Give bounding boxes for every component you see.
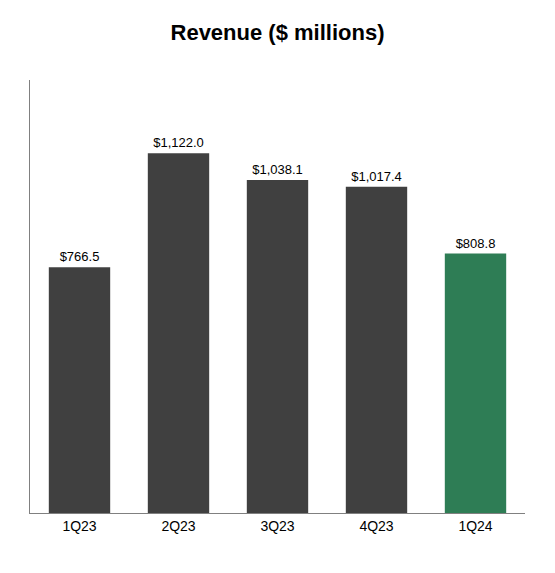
svg-text:$1,017.4: $1,017.4 (351, 169, 402, 184)
svg-text:1Q24: 1Q24 (458, 518, 492, 534)
svg-text:2Q23: 2Q23 (161, 518, 195, 534)
svg-text:3Q23: 3Q23 (260, 518, 294, 534)
svg-text:$1,122.0: $1,122.0 (153, 135, 204, 150)
svg-text:$766.5: $766.5 (60, 249, 100, 264)
svg-text:1Q23: 1Q23 (62, 518, 96, 534)
svg-text:$808.8: $808.8 (456, 236, 496, 251)
svg-text:Revenue ($ millions): Revenue ($ millions) (171, 20, 385, 45)
svg-text:$1,038.1: $1,038.1 (252, 162, 303, 177)
svg-text:4Q23: 4Q23 (359, 518, 393, 534)
